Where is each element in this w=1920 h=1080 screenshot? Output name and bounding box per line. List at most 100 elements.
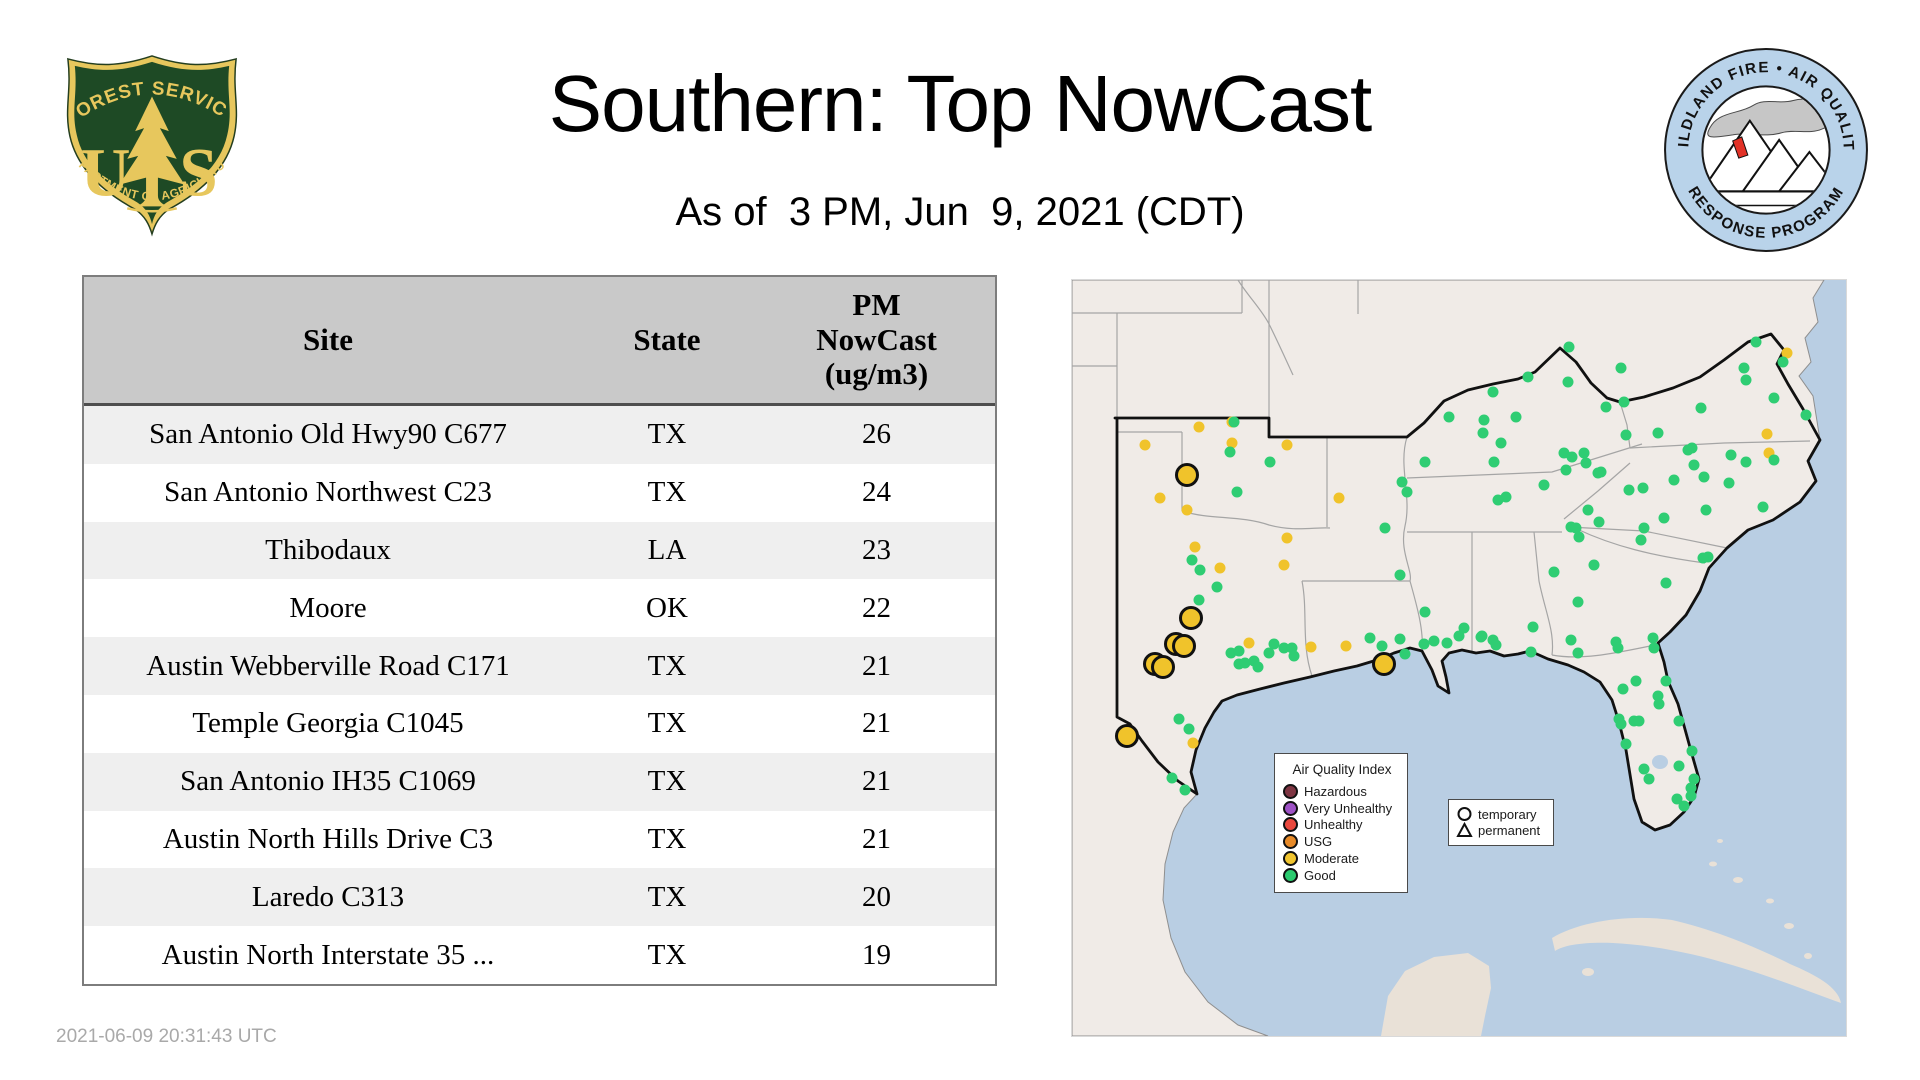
column-header-site: Site [303, 321, 353, 357]
monitor-dot [1477, 427, 1489, 439]
monitor-dot [1653, 698, 1665, 710]
monitor-dot [1648, 642, 1660, 654]
monitor-dot [1181, 504, 1193, 516]
monitor-dot [1281, 439, 1293, 451]
cell-state: TX [647, 476, 687, 509]
monitor-dot [1652, 427, 1664, 439]
monitor-dot [1278, 642, 1290, 654]
cell-pm: 20 [862, 880, 891, 913]
column-header-state: State [633, 321, 701, 357]
monitor-dot [1399, 648, 1411, 660]
temporary-marker-icon [1457, 806, 1472, 821]
monitor-map: Air Quality Index Hazardous Very Unhealth… [1071, 279, 1847, 1037]
monitor-dot [1173, 713, 1185, 725]
monitor-dot [1379, 522, 1391, 534]
monitor-dot [1233, 645, 1245, 657]
cell-site: Moore [289, 591, 367, 624]
cell-state: TX [647, 822, 687, 855]
monitor-dot [1620, 429, 1632, 441]
wfaqrp-logo: WILDLAND FIRE • AIR QUALITY RESPONSE PRO… [1660, 44, 1868, 252]
monitor-dot [1243, 637, 1255, 649]
monitor-dot [1396, 476, 1408, 488]
monitor-dot [1115, 724, 1139, 748]
cell-pm: 21 [862, 765, 891, 798]
table-row: San Antonio Old Hwy90 C677 TX 26 [84, 406, 995, 464]
monitor-dot [1340, 640, 1352, 652]
aqi-item-label: USG [1304, 834, 1333, 850]
monitor-dot [1510, 411, 1522, 423]
column-header-pm-nowcast: PM NowCast (ug/m3) [816, 286, 937, 392]
aqi-item-label: Very Unhealthy [1304, 800, 1393, 816]
monitor-dot [1697, 552, 1709, 564]
monitor-dot [1686, 745, 1698, 757]
monitor-dot [1264, 456, 1276, 468]
monitor-dot [1376, 640, 1388, 652]
monitor-dot [1638, 522, 1650, 534]
monitor-dot [1563, 341, 1575, 353]
monitor-dot [1647, 632, 1659, 644]
monitor-dot [1757, 501, 1769, 513]
monitor-dot [1139, 439, 1151, 451]
monitor-dot [1175, 463, 1199, 487]
tree-ground [126, 207, 178, 213]
monitor-dot [1490, 639, 1502, 651]
cell-site: San Antonio Northwest C23 [164, 476, 492, 509]
monitor-dot [1572, 647, 1584, 659]
marker-key: temporary permanent [1448, 799, 1554, 846]
monitor-dot [1660, 675, 1672, 687]
aqi-legend-title: Air Quality Index [1292, 762, 1392, 777]
monitor-dot [1288, 650, 1300, 662]
monitor-dot [1305, 641, 1317, 653]
monitor-dot [1688, 459, 1700, 471]
fs-letter-u: U [80, 133, 130, 210]
monitor-dot [1618, 396, 1630, 408]
aqi-color-swatch [1283, 800, 1298, 816]
monitor-dot [1588, 559, 1600, 571]
lake-okeechobee [1652, 755, 1668, 769]
monitor-dot [1635, 534, 1647, 546]
monitor-dot [1592, 467, 1604, 479]
cell-pm: 22 [862, 591, 891, 624]
land-cuba [1552, 917, 1841, 1003]
monitor-dot [1761, 428, 1773, 440]
table-row: Moore OK 22 [84, 579, 995, 638]
monitor-dot [1800, 409, 1812, 421]
aqi-item-label: Good [1304, 867, 1336, 883]
monitor-dot [1768, 454, 1780, 466]
monitor-dot [1562, 376, 1574, 388]
monitor-dot [1193, 421, 1205, 433]
monitor-dot [1492, 494, 1504, 506]
monitor-dot [1443, 411, 1455, 423]
monitor-dot [1660, 577, 1672, 589]
island [1784, 923, 1794, 929]
monitor-dot [1453, 630, 1465, 642]
monitor-dot [1633, 715, 1645, 727]
permanent-marker-icon [1456, 821, 1473, 837]
monitor-dot [1527, 621, 1539, 633]
pine-tree-icon [119, 96, 185, 207]
island [1709, 861, 1717, 867]
monitor-dot [1538, 479, 1550, 491]
monitor-dot [1372, 652, 1396, 676]
aqi-legend-items: Hazardous Very Unhealthy Unhealthy USG Moder… [1283, 783, 1407, 884]
good-monitor-dots [1166, 336, 1812, 812]
forest-service-logo: FOREST SERVICE U S DEPARTMENT OF AGRICUL… [58, 46, 238, 237]
monitor-dot [1671, 793, 1683, 805]
monitor-dot [1239, 657, 1251, 669]
cell-state: TX [647, 880, 687, 913]
monitor-dot [1419, 606, 1431, 618]
monitor-dot [1615, 362, 1627, 374]
monitor-dot [1428, 635, 1440, 647]
cell-state: TX [647, 707, 687, 740]
monitor-dot [1522, 371, 1534, 383]
cell-pm: 23 [862, 533, 891, 566]
monitor-dot [1700, 504, 1712, 516]
land-yucatan [1381, 953, 1491, 1036]
monitor-dot [1224, 446, 1236, 458]
table-row: San Antonio Northwest C23 TX 24 [84, 463, 995, 522]
monitor-dot [1740, 456, 1752, 468]
monitor-dot [1179, 606, 1203, 630]
monitor-dot [1582, 504, 1594, 516]
monitor-dot [1777, 356, 1789, 368]
aqi-color-swatch [1283, 851, 1298, 867]
